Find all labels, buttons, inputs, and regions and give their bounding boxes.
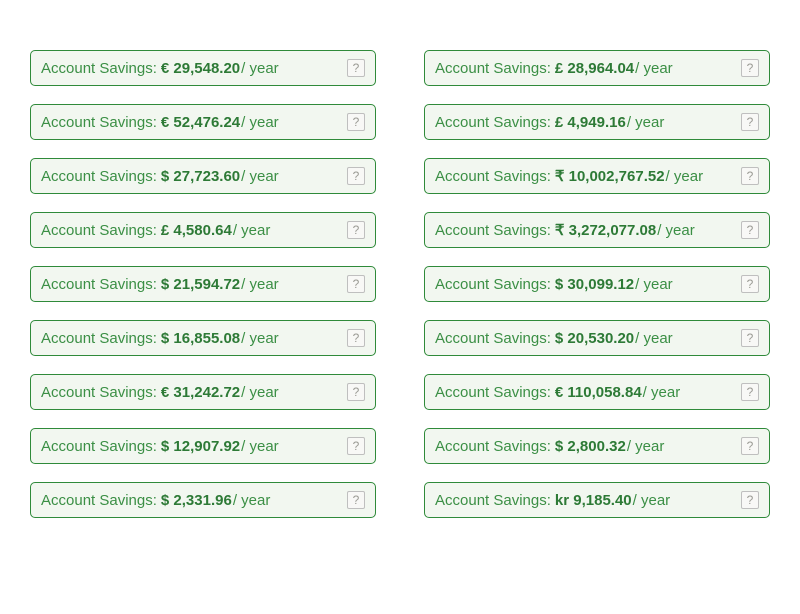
savings-label: Account Savings: [435,384,551,401]
savings-amount: € 29,548.20 [161,60,240,77]
savings-period: / year [233,492,271,509]
help-icon[interactable]: ? [741,113,759,131]
savings-label: Account Savings: [435,276,551,293]
help-icon[interactable]: ? [347,113,365,131]
savings-card: Account Savings: £ 4,580.64 / year ? [30,212,376,248]
savings-period: / year [635,60,673,77]
help-icon[interactable]: ? [347,437,365,455]
savings-period: / year [666,168,704,185]
savings-card: Account Savings: $ 27,723.60 / year ? [30,158,376,194]
help-icon[interactable]: ? [741,383,759,401]
savings-label: Account Savings: [41,222,157,239]
savings-amount: $ 20,530.20 [555,330,634,347]
savings-amount: € 31,242.72 [161,384,240,401]
savings-label: Account Savings: [435,438,551,455]
savings-period: / year [241,114,279,131]
help-icon[interactable]: ? [347,275,365,293]
savings-card: Account Savings: $ 30,099.12 / year ? [424,266,770,302]
savings-amount: ₹ 3,272,077.08 [555,221,656,239]
savings-card: Account Savings: $ 20,530.20 / year ? [424,320,770,356]
savings-card: Account Savings: £ 4,949.16 / year ? [424,104,770,140]
savings-period: / year [241,384,279,401]
savings-period: / year [241,438,279,455]
savings-amount: $ 16,855.08 [161,330,240,347]
help-icon[interactable]: ? [741,167,759,185]
savings-period: / year [633,492,671,509]
help-icon[interactable]: ? [741,491,759,509]
savings-period: / year [627,114,665,131]
savings-label: Account Savings: [435,168,551,185]
help-icon[interactable]: ? [347,383,365,401]
savings-amount: $ 12,907.92 [161,438,240,455]
savings-period: / year [643,384,681,401]
savings-card: Account Savings: $ 12,907.92 / year ? [30,428,376,464]
help-icon[interactable]: ? [347,167,365,185]
savings-period: / year [241,168,279,185]
savings-card: Account Savings: € 31,242.72 / year ? [30,374,376,410]
help-icon[interactable]: ? [741,437,759,455]
savings-label: Account Savings: [435,330,551,347]
savings-label: Account Savings: [435,222,551,239]
savings-card: Account Savings: € 110,058.84 / year ? [424,374,770,410]
savings-card: Account Savings: ₹ 10,002,767.52 / year … [424,158,770,194]
savings-card: Account Savings: $ 2,800.32 / year ? [424,428,770,464]
savings-amount: € 110,058.84 [555,384,642,401]
savings-period: / year [241,330,279,347]
savings-label: Account Savings: [41,438,157,455]
help-icon[interactable]: ? [347,59,365,77]
savings-column-left: Account Savings: € 29,548.20 / year ? Ac… [30,50,376,518]
savings-period: / year [627,438,665,455]
savings-label: Account Savings: [41,276,157,293]
savings-card: Account Savings: ₹ 3,272,077.08 / year ? [424,212,770,248]
savings-amount: ₹ 10,002,767.52 [555,167,665,185]
savings-period: / year [635,330,673,347]
savings-period: / year [635,276,673,293]
help-icon[interactable]: ? [347,221,365,239]
savings-label: Account Savings: [41,114,157,131]
savings-label: Account Savings: [435,492,551,509]
savings-period: / year [657,222,695,239]
savings-amount: $ 21,594.72 [161,276,240,293]
savings-card: Account Savings: $ 16,855.08 / year ? [30,320,376,356]
savings-amount: £ 4,949.16 [555,114,626,131]
savings-period: / year [233,222,271,239]
savings-period: / year [241,276,279,293]
help-icon[interactable]: ? [347,329,365,347]
savings-amount: £ 28,964.04 [555,60,634,77]
savings-card: Account Savings: kr 9,185.40 / year ? [424,482,770,518]
help-icon[interactable]: ? [741,329,759,347]
savings-label: Account Savings: [41,384,157,401]
savings-label: Account Savings: [435,114,551,131]
help-icon[interactable]: ? [741,275,759,293]
savings-columns: Account Savings: € 29,548.20 / year ? Ac… [30,50,770,518]
savings-label: Account Savings: [41,492,157,509]
help-icon[interactable]: ? [741,221,759,239]
savings-label: Account Savings: [41,168,157,185]
savings-card: Account Savings: £ 28,964.04 / year ? [424,50,770,86]
savings-amount: $ 30,099.12 [555,276,634,293]
savings-card: Account Savings: € 52,476.24 / year ? [30,104,376,140]
help-icon[interactable]: ? [741,59,759,77]
savings-label: Account Savings: [41,60,157,77]
savings-label: Account Savings: [435,60,551,77]
savings-card: Account Savings: € 29,548.20 / year ? [30,50,376,86]
savings-amount: € 52,476.24 [161,114,240,131]
savings-card: Account Savings: $ 2,331.96 / year ? [30,482,376,518]
savings-column-right: Account Savings: £ 28,964.04 / year ? Ac… [424,50,770,518]
help-icon[interactable]: ? [347,491,365,509]
savings-amount: £ 4,580.64 [161,222,232,239]
savings-amount: kr 9,185.40 [555,492,632,509]
savings-amount: $ 2,331.96 [161,492,232,509]
savings-label: Account Savings: [41,330,157,347]
savings-card: Account Savings: $ 21,594.72 / year ? [30,266,376,302]
savings-amount: $ 2,800.32 [555,438,626,455]
savings-amount: $ 27,723.60 [161,168,240,185]
savings-period: / year [241,60,279,77]
